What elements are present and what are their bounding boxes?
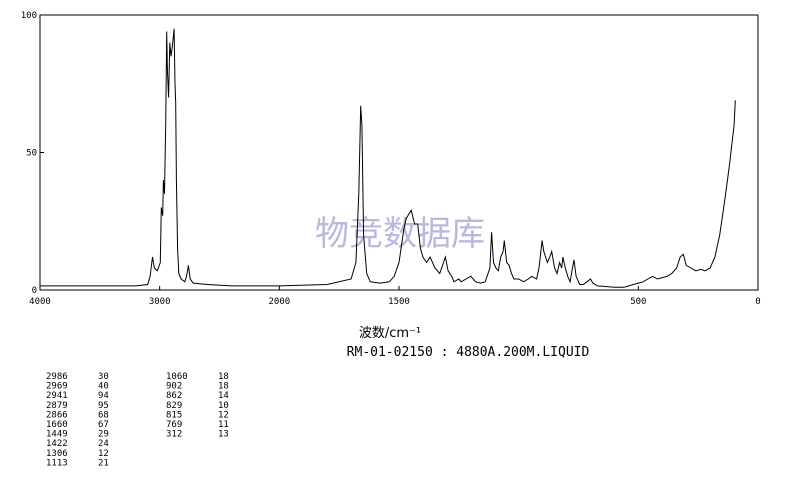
peak-intensity: 21: [98, 458, 109, 468]
peak-intensity: 12: [218, 410, 229, 420]
peak-intensity: 67: [98, 420, 109, 430]
peak-intensity: 94: [98, 391, 109, 401]
peak-intensity: 18: [218, 372, 229, 382]
x-axis-label: 波数/cm⁻¹: [359, 326, 421, 341]
subtitle: RM-01-02150 : 4880A.200M.LIQUID: [347, 345, 590, 360]
peak-wavenumber: 2969: [46, 382, 68, 392]
watermark: 物竞数据库: [315, 214, 485, 254]
y-tick-label: 50: [26, 149, 37, 159]
y-tick-label: 100: [21, 11, 37, 21]
peak-intensity: 24: [98, 439, 109, 449]
peak-intensity: 13: [218, 430, 229, 440]
peak-wavenumber: 902: [166, 382, 182, 392]
peak-wavenumber: 769: [166, 420, 182, 430]
peak-wavenumber: 1449: [46, 430, 68, 440]
x-tick-label: 4000: [29, 297, 51, 307]
peak-intensity: 12: [98, 449, 109, 459]
spectrum-line: [40, 28, 736, 288]
peak-wavenumber: 1113: [46, 458, 68, 468]
peak-wavenumber: 1660: [46, 420, 68, 430]
peak-wavenumber: 2866: [46, 410, 68, 420]
x-tick-label: 500: [630, 297, 646, 307]
peak-wavenumber: 815: [166, 410, 182, 420]
x-tick-label: 0: [755, 297, 760, 307]
peak-intensity: 30: [98, 372, 109, 382]
peak-intensity: 29: [98, 430, 109, 440]
x-tick-label: 1500: [388, 297, 410, 307]
peak-intensity: 95: [98, 401, 109, 411]
peak-wavenumber: 2986: [46, 372, 68, 382]
peak-intensity: 14: [218, 391, 229, 401]
peak-wavenumber: 829: [166, 401, 182, 411]
peak-wavenumber: 1422: [46, 439, 68, 449]
peak-wavenumber: 862: [166, 391, 182, 401]
x-tick-label: 2000: [268, 297, 290, 307]
peak-wavenumber: 1306: [46, 449, 68, 459]
peak-intensity: 68: [98, 410, 109, 420]
peak-intensity: 40: [98, 382, 109, 392]
peak-intensity: 10: [218, 401, 229, 411]
peak-wavenumber: 1060: [166, 372, 188, 382]
peak-wavenumber: 312: [166, 430, 182, 440]
x-tick-label: 3000: [149, 297, 171, 307]
peak-wavenumber: 2879: [46, 401, 68, 411]
peak-wavenumber: 2941: [46, 391, 68, 401]
y-tick-label: 0: [32, 286, 37, 296]
peak-intensity: 18: [218, 382, 229, 392]
peak-intensity: 11: [218, 420, 229, 430]
